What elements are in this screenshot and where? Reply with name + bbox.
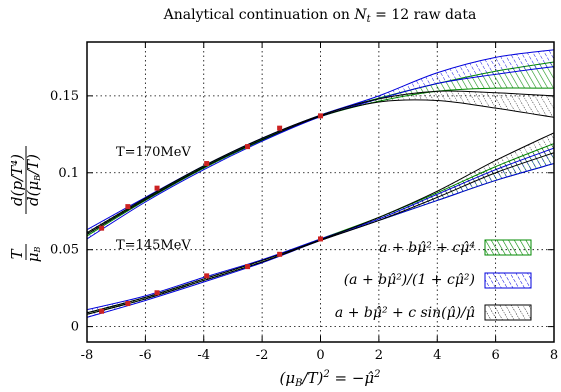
svg-text:μB d(μB/T): μB d(μB/T)	[24, 154, 44, 262]
y-tick-labels: 0 0.05 0.1 0.15	[50, 89, 79, 335]
data-point	[277, 125, 283, 131]
y-tick-label: 0.15	[50, 89, 79, 104]
legend-label-sin: a + bμ̂² + c sin(μ̂)/μ̂	[335, 305, 475, 321]
x-tick-label: 4	[433, 348, 441, 363]
grid	[87, 42, 554, 342]
axis-ticks	[86, 42, 555, 342]
x-tick-label: 2	[375, 348, 383, 363]
svg-text:T d(p/T⁴): T d(p/T⁴)	[8, 154, 26, 260]
x-tick-label: 0	[316, 348, 324, 363]
legend-label-poly4: a + bμ̂² + cμ̂⁴	[379, 240, 475, 256]
data-point	[154, 290, 160, 296]
data-point	[99, 308, 105, 314]
data-point	[204, 273, 210, 279]
annotation-t170: T=170MeV	[116, 145, 191, 160]
data-point	[318, 113, 323, 119]
x-axis-label: (μB/T)2 = −μ̂2	[279, 369, 380, 389]
legend-swatch-rational	[484, 272, 532, 289]
x-tick-labels: -8 -6 -4 -2 0 2 4 6 8	[81, 348, 558, 363]
data-point	[154, 185, 160, 191]
x-tick-label: -6	[139, 348, 152, 363]
y-tick-label: 0	[71, 320, 79, 335]
y-axis-label: T d(p/T⁴) μB d(μB/T)	[8, 146, 44, 262]
band-2-0	[87, 90, 554, 235]
data-point	[125, 204, 131, 210]
legend: a + bμ̂² + cμ̂⁴ (a + bμ̂²)/(1 + cμ̂²) a …	[335, 239, 532, 321]
data-point	[245, 144, 251, 150]
chart-title: Analytical continuation on Nt = 12 raw d…	[163, 7, 477, 25]
legend-swatch-sin	[484, 304, 532, 321]
data-point	[125, 301, 131, 307]
data-point	[318, 236, 323, 242]
y-tick-label: 0.05	[50, 243, 79, 258]
x-tick-label: 6	[491, 348, 499, 363]
data-point	[277, 251, 283, 257]
y-tick-label: 0.1	[58, 166, 79, 181]
x-tick-label: 8	[550, 348, 558, 363]
x-tick-label: -8	[81, 348, 94, 363]
data-points	[99, 113, 323, 314]
x-tick-label: -4	[197, 348, 210, 363]
annotation-t145: T=145MeV	[116, 238, 191, 253]
legend-swatch-poly4	[484, 239, 532, 256]
x-tick-label: -2	[256, 348, 269, 363]
data-point	[99, 225, 105, 231]
legend-label-rational: (a + bμ̂²)/(1 + cμ̂²)	[344, 272, 475, 288]
data-point	[245, 264, 251, 270]
data-point	[204, 161, 210, 167]
